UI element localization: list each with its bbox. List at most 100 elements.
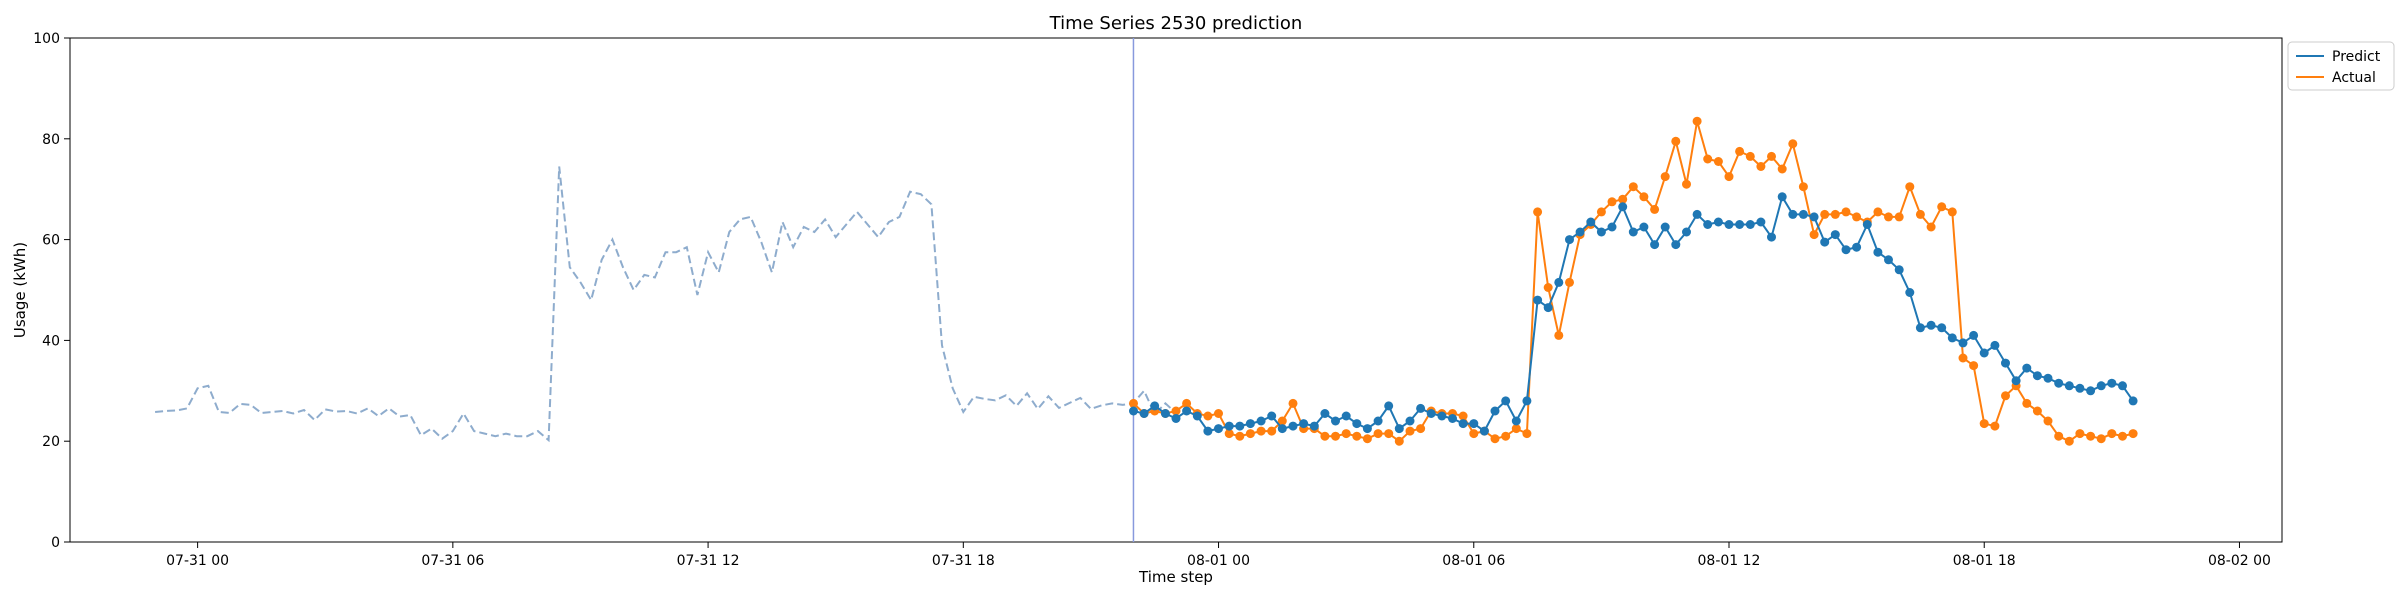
predict-point (1448, 414, 1457, 423)
actual-point (1596, 207, 1606, 217)
predict-point (1575, 227, 1585, 237)
predict-point (1820, 237, 1830, 247)
actual-point (1373, 429, 1383, 439)
actual-point (1501, 431, 1511, 441)
predict-point (2075, 383, 2085, 393)
actual-point (1235, 431, 1245, 441)
actual-point (2107, 429, 2117, 439)
predict-point (2107, 378, 2117, 388)
actual-point (1915, 209, 1925, 219)
actual-point (1129, 398, 1138, 408)
actual-point (1405, 426, 1415, 436)
predict-point (1979, 348, 1989, 358)
predict-point (1894, 265, 1904, 275)
actual-point (1352, 431, 1362, 441)
predict-point (1267, 411, 1277, 421)
plot-area: 0 20 40 60 80 100 07-31 00 07-31 06 07-31 12 07-3… (33, 31, 2395, 569)
x-tick-label: 08-01 12 (1698, 553, 1761, 569)
actual-point (1224, 429, 1234, 439)
predict-point (1533, 295, 1543, 305)
actual-point (1639, 192, 1649, 202)
x-tick-label: 08-01 06 (1442, 553, 1505, 569)
actual-point (1182, 398, 1192, 408)
x-tick-label: 07-31 00 (166, 553, 229, 569)
actual-point (2096, 434, 2106, 444)
predict-point (1522, 396, 1532, 406)
predict-point (1607, 222, 1617, 232)
actual-point (1841, 207, 1851, 217)
x-tick-label: 07-31 12 (677, 553, 740, 569)
actual-point (1692, 116, 1702, 126)
predict-point (1926, 320, 1936, 330)
actual-point (2022, 398, 2032, 408)
actual-point (2001, 391, 2010, 401)
actual-point (1267, 426, 1277, 436)
predict-point (1331, 416, 1340, 426)
y-tick-label: 80 (42, 132, 60, 148)
actual-point (1809, 230, 1819, 240)
predict-point (2096, 381, 2106, 391)
y-tick-label: 100 (33, 31, 60, 47)
actual-point (1756, 162, 1766, 171)
predict-point (1660, 222, 1670, 232)
predict-point (1756, 217, 1766, 227)
predict-point (1884, 255, 1893, 265)
predict-point (1713, 217, 1723, 227)
x-tick-label: 07-31 18 (932, 553, 995, 569)
predict-point (1299, 419, 1309, 429)
actual-point (1565, 277, 1574, 287)
actual-point (1979, 419, 1989, 429)
predict-point (2001, 358, 2010, 368)
predict-point (1511, 416, 1521, 426)
predict-point (1405, 416, 1415, 426)
predict-point (1373, 416, 1383, 426)
actual-point (1543, 283, 1553, 292)
actual-point (1745, 151, 1755, 161)
y-tick-label: 20 (42, 434, 60, 450)
actual-point (1490, 434, 1500, 444)
actual-point (1469, 429, 1479, 439)
predict-point (1724, 220, 1734, 229)
predict-point (1501, 396, 1511, 406)
chart-title: Time Series 2530 prediction (1049, 13, 1303, 34)
actual-point (1214, 409, 1223, 418)
predict-point (1958, 338, 1968, 348)
predict-point (1543, 303, 1553, 313)
actual-point (1820, 209, 1830, 219)
predict-point (1129, 406, 1138, 416)
predict-point (1277, 424, 1287, 434)
actual-point (1320, 431, 1330, 441)
actual-point (1735, 146, 1745, 156)
predict-point (1767, 232, 1776, 242)
actual-point (1171, 406, 1181, 416)
legend-label-predict: Predict (2332, 49, 2381, 65)
predict-point (2022, 363, 2032, 373)
predict-point (1224, 421, 1234, 431)
predict-point (1618, 202, 1628, 212)
predict-point (1990, 340, 2000, 350)
predict-point (1309, 421, 1319, 431)
actual-point (1533, 207, 1543, 217)
predict-point (2064, 381, 2074, 391)
actual-point (1852, 212, 1862, 222)
actual-point (1256, 426, 1266, 436)
actual-point (1969, 361, 1979, 371)
actual-point (2064, 436, 2074, 446)
predict-point (1565, 235, 1574, 245)
predict-point (1426, 409, 1436, 418)
actual-point (2032, 406, 2042, 416)
predict-point (1586, 217, 1596, 227)
actual-point (1947, 207, 1957, 217)
history-line (155, 166, 1188, 443)
actual-point (1288, 398, 1298, 408)
actual-point (1362, 434, 1372, 444)
predict-point (1692, 209, 1702, 219)
predict-point (1182, 406, 1192, 416)
predict-point (1671, 240, 1681, 250)
predict-point (1862, 220, 1872, 229)
actual-point (1384, 429, 1394, 439)
actual-point (1926, 222, 1936, 232)
y-tick-label: 60 (42, 233, 60, 249)
actual-point (2086, 431, 2096, 441)
